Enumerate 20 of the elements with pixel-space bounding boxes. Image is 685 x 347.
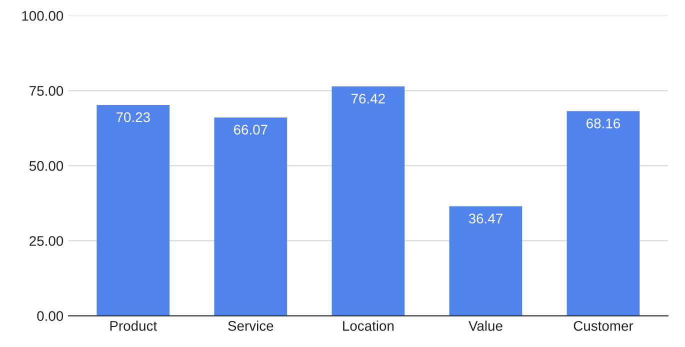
bar <box>566 111 640 316</box>
x-tick-label: Value <box>468 320 502 331</box>
bar <box>214 117 288 316</box>
bar <box>449 206 522 316</box>
y-tick-label: 25.00 <box>30 236 64 246</box>
data-label: 66.07 <box>234 124 268 135</box>
data-label: 36.47 <box>468 214 502 224</box>
y-tick-label: 75.00 <box>30 86 64 96</box>
bar <box>332 86 405 316</box>
data-label: 70.23 <box>116 112 150 122</box>
x-tick-label: Product <box>110 320 157 331</box>
y-tick-label: 100.00 <box>22 10 64 21</box>
x-tick-label: Customer <box>574 321 634 331</box>
bar <box>96 104 170 316</box>
x-tick-label: Location <box>343 320 394 331</box>
x-tick-label: Service <box>228 320 274 331</box>
y-tick-label: 0.00 <box>37 311 64 321</box>
y-tick-label: 50.00 <box>29 161 64 171</box>
data-label: 68.16 <box>586 118 620 128</box>
data-label: 76.42 <box>352 94 385 104</box>
